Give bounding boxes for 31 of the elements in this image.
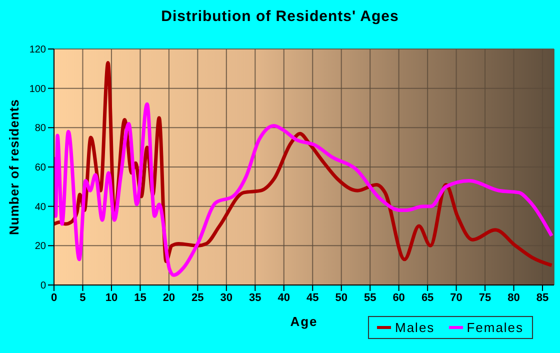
x-axis-title: Age xyxy=(290,314,318,329)
x-tick-label: 40 xyxy=(278,292,290,304)
y-tick-label: 40 xyxy=(34,202,46,213)
x-tick-label: 50 xyxy=(335,292,348,304)
x-tick-label: 45 xyxy=(306,292,319,304)
y-tick-label: 60 xyxy=(34,162,46,174)
x-tick-label: 75 xyxy=(478,292,492,304)
x-tick-label: 20 xyxy=(162,292,176,304)
x-tick-label: 65 xyxy=(421,292,434,304)
y-axis-title: Number of residents xyxy=(6,99,22,235)
x-tick-label: 25 xyxy=(192,292,204,304)
x-tick-label: 30 xyxy=(220,292,233,304)
x-tick-label: 35 xyxy=(249,292,262,304)
x-tick-label: 5 xyxy=(80,292,86,304)
line-series xyxy=(54,102,554,277)
y-tick-label: 20 xyxy=(34,241,46,252)
y-tick-label: 100 xyxy=(29,84,46,95)
y-tick-label: 120 xyxy=(29,44,46,56)
legend-label: Females xyxy=(466,320,524,335)
x-tick-label: 60 xyxy=(392,292,405,304)
chart-title: Distribution of Residents' Ages xyxy=(160,8,400,25)
y-tick-label: 80 xyxy=(34,123,46,134)
x-tick-label: 0 xyxy=(50,292,58,304)
x-tick-label: 55 xyxy=(364,292,376,304)
legend-label: Males xyxy=(394,320,435,335)
x-tick-label: 70 xyxy=(450,292,462,304)
x-tick-label: 10 xyxy=(105,292,118,304)
x-tick-label: 15 xyxy=(134,292,146,304)
x-tick-label: 85 xyxy=(536,292,549,304)
x-tick-label: 80 xyxy=(508,292,520,304)
y-tick-label: 0 xyxy=(40,280,46,292)
